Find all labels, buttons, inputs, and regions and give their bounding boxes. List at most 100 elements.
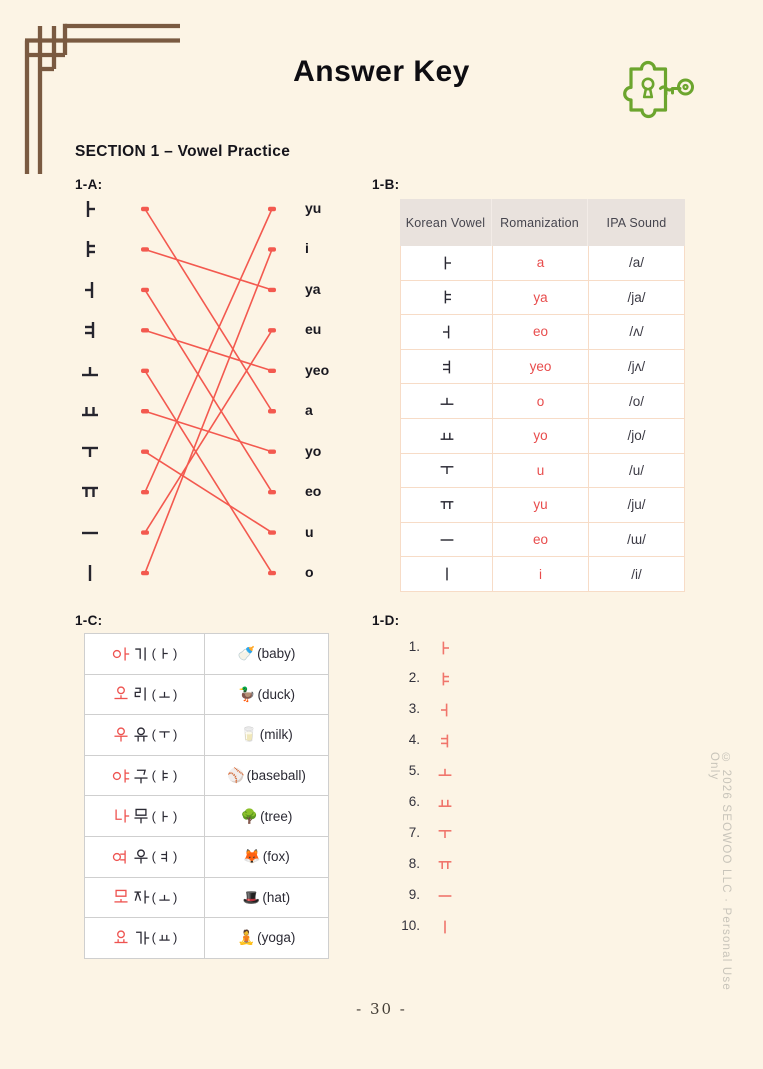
list-answer-vowel (437, 826, 453, 842)
vowel-glyph (159, 935, 170, 942)
word-row: ( ) 🧘 (yoga) (85, 918, 328, 959)
meaning-cell: 🍼 (baby) (205, 634, 328, 675)
matching-lines (141, 206, 276, 576)
list-answer-vowel (437, 671, 453, 687)
left-endpoint-dot (141, 368, 149, 373)
vowel-glyph (82, 366, 98, 376)
section-heading: SECTION 1 – Vowel Practice (75, 143, 291, 160)
left-endpoint-dot (141, 328, 149, 333)
list-answer-vowel (437, 702, 453, 718)
list-number: 1. (408, 639, 420, 654)
vowel-paren: ( (151, 768, 156, 784)
syllable-glyph-dark (134, 808, 148, 824)
right-endpoint-dot (268, 530, 276, 535)
matching-right-option: a (305, 402, 313, 419)
vowel-glyph (438, 799, 452, 807)
matching-left-vowel (80, 239, 100, 259)
meaning-text: (baseball) (246, 768, 306, 784)
romanization-cell: yeo (492, 349, 588, 385)
korean-vowel-cell (400, 280, 492, 316)
korean-vowel-cell (400, 384, 492, 419)
vowel-paren: ) (173, 768, 178, 784)
list-answer-vowel (437, 733, 453, 749)
right-endpoint-dot (268, 247, 276, 252)
matching-right-option: i (305, 240, 309, 257)
answer-line (144, 208, 273, 493)
meaning-text: (milk) (259, 727, 293, 743)
vowel-glyph (440, 501, 453, 509)
right-endpoint-dot (268, 489, 276, 495)
vowel-paren: ) (173, 686, 178, 702)
right-endpoint-dot (268, 449, 276, 454)
matching-right-option: eu (305, 321, 322, 338)
list-number: 7. (408, 825, 420, 840)
romanization-cell: eo (492, 315, 588, 350)
vowel-glyph (159, 731, 170, 739)
table-row: u /u/ (400, 453, 685, 489)
meaning-emoji: 🎩 (242, 888, 261, 905)
syllable-glyph-dark (134, 647, 146, 661)
column-header: Korean Vowel (400, 199, 492, 246)
vowel-paren: ( (151, 889, 156, 905)
syllable-glyph-red (114, 686, 128, 700)
table-row: eo /ɯ/ (400, 522, 685, 558)
meaning-cell: 🌳 (tree) (205, 796, 328, 837)
korean-vowel-cell (400, 349, 492, 385)
matching-left-vowel (80, 361, 100, 381)
meaning-text: (fox) (262, 849, 290, 865)
ipa-cell: /ja/ (588, 280, 685, 316)
answer-line (144, 208, 273, 412)
left-endpoint-dot (141, 489, 149, 495)
word-cell: ( ) (85, 755, 206, 797)
vowel-glyph (86, 201, 95, 217)
left-endpoint-dot (141, 530, 149, 535)
syllable-glyph-red (114, 890, 128, 903)
vowel-glyph (86, 241, 95, 258)
list-number: 6. (408, 794, 420, 809)
vowel-glyph (444, 256, 451, 270)
syllable-glyph-red (112, 647, 129, 661)
meaning-emoji: 🍼 (237, 645, 256, 662)
matching-right-option: eo (305, 483, 322, 500)
ipa-cell: /u/ (588, 453, 685, 489)
meaning-cell: 🧘 (yoga) (205, 918, 328, 959)
vowel-paren: ) (173, 646, 178, 662)
matching-left-vowel (80, 523, 100, 543)
syllable-glyph-dark (134, 727, 148, 742)
vowel-glyph (440, 397, 453, 406)
vowel-glyph (440, 432, 453, 440)
syllable-glyph-red (115, 809, 129, 823)
page-number: - 30 - (356, 1000, 407, 1018)
list-number: 2. (408, 670, 420, 685)
matching-left-vowel (80, 320, 100, 340)
table-row: o /o/ (400, 384, 685, 419)
vowel-glyph (438, 895, 452, 897)
word-row: ( ) 🍼 (baby) (85, 634, 328, 675)
answer-line (144, 248, 273, 291)
vowel-glyph (159, 894, 170, 901)
word-cell: ( ) (85, 634, 206, 675)
left-endpoint-dot (141, 287, 149, 293)
answer-line (144, 370, 273, 574)
vowel-glyph (82, 486, 98, 498)
vowel-glyph (82, 531, 98, 534)
ipa-cell: /jʌ/ (588, 349, 685, 385)
vowel-paren: ( (151, 930, 156, 946)
vowel-glyph (88, 565, 92, 582)
matching-left-vowel (80, 442, 100, 462)
vowel-glyph (441, 734, 449, 748)
word-row: ( ) 🎩 (hat) (85, 877, 328, 919)
vowel-paren: ) (173, 889, 178, 905)
left-endpoint-dot (141, 247, 149, 252)
vowel-glyph (444, 290, 451, 304)
syllable-glyph-dark (135, 931, 149, 945)
right-endpoint-dot (268, 570, 276, 576)
vowel-glyph (162, 810, 168, 822)
corner-lattice-icon (24, 23, 180, 174)
vowel-paren: ( (151, 686, 156, 702)
matching-right-option: yo (305, 442, 322, 459)
exercise-1b-label: 1-B: (372, 177, 400, 192)
syllable-glyph-red (112, 850, 126, 864)
answer-line (144, 249, 273, 574)
vowel-glyph (444, 920, 446, 934)
